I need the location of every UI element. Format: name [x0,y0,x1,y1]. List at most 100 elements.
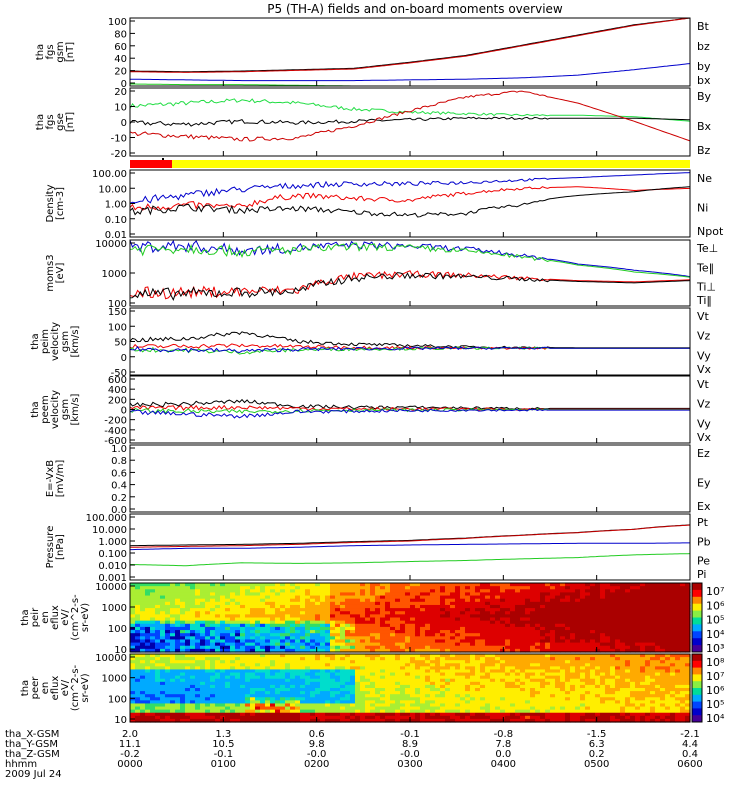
heatmap-cell [185,718,191,723]
heatmap-cell [540,639,546,644]
heatmap-cell [350,715,356,720]
heatmap-cell [375,654,381,658]
heatmap-cell [530,669,536,674]
heatmap-cell [395,654,401,658]
heatmap-cell [510,583,516,587]
heatmap-cell [260,715,266,720]
heatmap-cell [345,715,351,720]
heatmap-cell [435,639,441,644]
heatmap-cell [155,614,161,619]
heatmap-cell [630,672,636,677]
heatmap-cell [425,595,431,600]
heatmap-cell [470,700,476,705]
heatmap-cell [560,620,566,625]
heatmap-cell [165,675,171,680]
heatmap-cell [205,595,211,600]
heatmap-cell [465,589,471,594]
heatmap-cell [300,648,306,653]
heatmap-cell [570,684,576,689]
heatmap-cell [270,666,276,671]
heatmap-cell [290,700,296,705]
heatmap-cell [630,583,636,587]
heatmap-cell [470,697,476,701]
heatmap-cell [130,694,136,698]
heatmap-cell [190,663,196,667]
heatmap-cell [175,604,181,609]
heatmap-cell [635,633,641,637]
heatmap-cell [140,718,146,723]
heatmap-cell [495,601,501,606]
heatmap-cell [330,669,336,674]
heatmap-cell [210,688,216,692]
heatmap-cell [530,626,536,631]
heatmap-cell [250,703,256,708]
heatmap-cell [590,633,596,637]
heatmap-cell [610,675,616,680]
heatmap-cell [270,601,276,606]
heatmap-cell [245,623,251,628]
heatmap-cell [565,663,571,667]
heatmap-cell [655,589,661,594]
heatmap-cell [280,697,286,701]
heatmap-cell [645,617,651,622]
heatmap-cell [615,675,621,680]
heatmap-cell [175,681,181,686]
heatmap-cell [515,697,521,701]
heatmap-cell [505,709,511,714]
heatmap-cell [250,623,256,628]
heatmap-cell [285,688,291,692]
heatmap-cell [220,589,226,594]
heatmap-cell [430,589,436,594]
heatmap-cell [280,630,286,634]
heatmap-cell [410,675,416,680]
heatmap-cell [475,691,481,695]
heatmap-cell [145,666,151,671]
heatmap-cell [205,608,211,612]
heatmap-cell [145,718,151,723]
heatmap-cell [350,666,356,671]
heatmap-cell [530,620,536,625]
heatmap-cell [265,598,271,603]
heatmap-cell [380,703,386,708]
heatmap-cell [180,626,186,631]
heatmap-cell [175,583,181,587]
heatmap-cell [430,630,436,634]
heatmap-cell [675,617,681,622]
heatmap-cell [620,583,626,587]
heatmap-cell [405,697,411,701]
heatmap-cell [665,642,671,647]
heatmap-cell [310,626,316,631]
heatmap-cell [380,620,386,625]
heatmap-cell [445,601,451,606]
heatmap-cell [480,700,486,705]
heatmap-cell [270,642,276,647]
heatmap-cell [520,669,526,674]
heatmap-cell [545,675,551,680]
heatmap-cell [600,718,606,723]
heatmap-cell [575,636,581,641]
heatmap-cell [485,645,491,650]
heatmap-cell [580,678,586,683]
heatmap-cell [560,586,566,590]
heatmap-cell [630,623,636,628]
heatmap-cell [385,660,391,664]
heatmap-cell [175,706,181,711]
y-tick-label: 0.8 [111,456,127,467]
heatmap-cell [200,642,206,647]
heatmap-cell [475,592,481,597]
heatmap-cell [210,595,216,600]
heatmap-cell [600,642,606,647]
heatmap-cell [685,586,691,590]
heatmap-cell [535,712,541,717]
heatmap-cell [345,703,351,708]
heatmap-cell [205,601,211,606]
heatmap-cell [200,675,206,680]
heatmap-cell [550,645,556,650]
heatmap-cell [425,617,431,622]
heatmap-cell [495,583,501,587]
heatmap-cell [200,700,206,705]
heatmap-cell [605,586,611,590]
heatmap-cell [670,633,676,637]
heatmap-cell [230,715,236,720]
heatmap-cell [600,586,606,590]
